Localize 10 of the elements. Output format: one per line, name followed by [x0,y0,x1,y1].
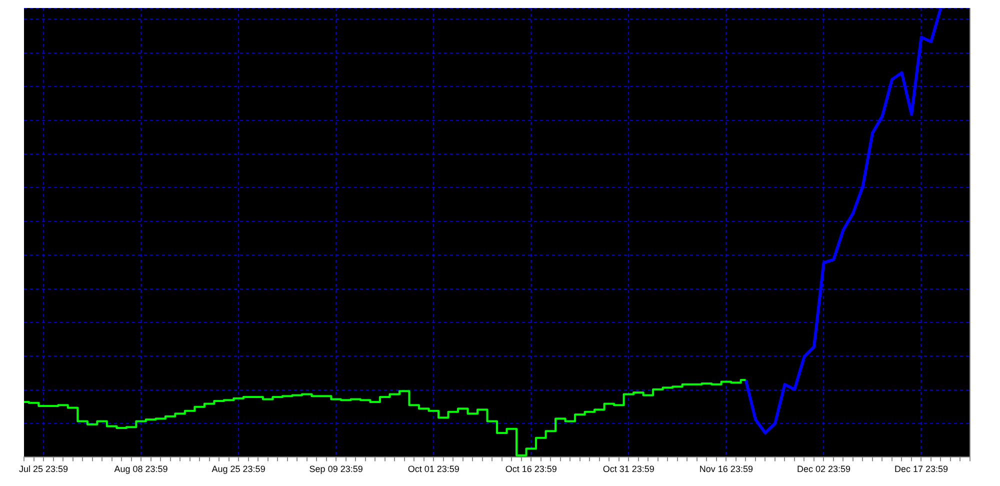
x-tick-label: Jul 25 23:59 [18,464,68,474]
x-tick-label: Oct 31 23:59 [602,464,654,474]
x-tick-label: Dec 17 23:59 [894,464,948,474]
x-tick-label: Oct 16 23:59 [505,464,557,474]
x-tick-label: Dec 02 23:59 [796,464,850,474]
x-tick-label: Aug 08 23:59 [114,464,168,474]
x-tick-label: Nov 16 23:59 [699,464,753,474]
x-tick-label: Aug 25 23:59 [212,464,266,474]
x-tick-label: Sep 09 23:59 [309,464,363,474]
x-tick-label: Oct 01 23:59 [408,464,460,474]
